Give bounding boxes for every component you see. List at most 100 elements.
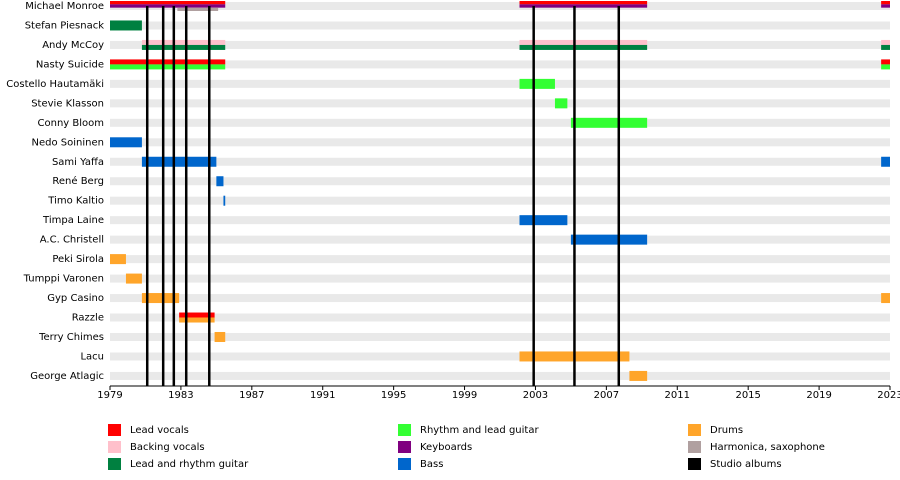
- tenure-bar: [570, 117, 648, 128]
- member-label: Terry Chimes: [38, 332, 104, 343]
- row-band: [110, 352, 890, 361]
- member-label: Gyp Casino: [47, 293, 104, 304]
- tenure-bar: [519, 78, 555, 89]
- x-tick-label: 1999: [452, 390, 477, 401]
- member-label: Nedo Soininen: [32, 137, 104, 148]
- tenure-bar: [110, 59, 226, 65]
- legend-label: Studio albums: [710, 459, 782, 470]
- tenure-bar: [125, 273, 142, 284]
- row-band: [110, 177, 890, 186]
- tenure-bar: [214, 331, 226, 342]
- tenure-bar: [216, 176, 224, 187]
- legend-swatch: [108, 441, 121, 453]
- row-band: [110, 235, 890, 244]
- member-label: Timo Kaltio: [47, 196, 104, 207]
- legend-label: Lead and rhythm guitar: [130, 459, 249, 470]
- legend-swatch: [688, 441, 701, 453]
- tenure-bar: [881, 39, 890, 45]
- tenure-bar: [110, 1, 226, 5]
- legend-label: Harmonica, saxophone: [710, 442, 825, 453]
- row-band: [110, 138, 890, 147]
- x-tick-label: 2011: [665, 390, 690, 401]
- x-tick-label: 2023: [877, 390, 900, 401]
- legend-swatch: [398, 458, 411, 470]
- legend-label: Backing vocals: [130, 442, 205, 453]
- member-label: Conny Bloom: [38, 118, 105, 129]
- tenure-bar: [110, 254, 126, 265]
- tenure-bar: [141, 39, 226, 45]
- row-band: [110, 21, 890, 30]
- row-band: [110, 274, 890, 283]
- legend-label: Drums: [710, 425, 743, 436]
- member-label: George Atlagic: [30, 371, 104, 382]
- tenure-bar: [881, 59, 890, 65]
- member-label: Michael Monroe: [25, 1, 104, 12]
- row-band: [110, 332, 890, 341]
- tenure-bar: [519, 215, 568, 226]
- member-label: Lacu: [80, 351, 104, 362]
- member-label: René Berg: [52, 175, 104, 187]
- tenure-bar: [881, 156, 890, 167]
- tenure-bar: [110, 137, 142, 148]
- row-band: [110, 313, 890, 322]
- legend-swatch: [108, 458, 121, 470]
- tenure-bar: [881, 44, 890, 50]
- member-label: Costello Hautamäki: [6, 79, 104, 90]
- x-tick-label: 2015: [735, 390, 760, 401]
- legend-swatch: [688, 424, 701, 436]
- tenure-bar: [881, 1, 890, 5]
- tenure-bar: [223, 195, 226, 206]
- x-tick-label: 2019: [806, 390, 831, 401]
- tenure-bar: [519, 44, 648, 50]
- member-label: Andy McCoy: [42, 40, 104, 51]
- tenure-bar: [881, 4, 890, 8]
- tenure-bar: [179, 312, 215, 318]
- legend-swatch: [688, 458, 701, 470]
- member-label: Tumppi Varonen: [23, 274, 104, 285]
- x-tick-label: 2007: [594, 390, 619, 401]
- tenure-bar: [519, 39, 648, 45]
- x-tick-label: 2003: [523, 390, 548, 401]
- member-label: Stefan Piesnack: [25, 20, 105, 31]
- x-tick-label: 1995: [381, 390, 406, 401]
- member-label: Sami Yaffa: [52, 157, 104, 168]
- row-band: [110, 40, 890, 49]
- legend-swatch: [398, 441, 411, 453]
- row-band: [110, 196, 890, 205]
- member-label: Peki Sirola: [52, 254, 104, 265]
- member-label: Razzle: [72, 313, 104, 324]
- tenure-bar: [629, 370, 648, 381]
- tenure-bar: [179, 317, 215, 323]
- tenure-bar: [110, 4, 226, 8]
- legend-swatch: [398, 424, 411, 436]
- x-tick-label: 1983: [168, 390, 193, 401]
- legend-swatch: [108, 424, 121, 436]
- tenure-bar: [177, 7, 219, 11]
- tenure-bar: [141, 293, 180, 304]
- row-band: [110, 118, 890, 127]
- legend-label: Keyboards: [420, 442, 472, 453]
- row-band: [110, 79, 890, 88]
- tenure-bar: [110, 64, 226, 70]
- x-tick-label: 1979: [97, 390, 122, 401]
- tenure-bar: [881, 293, 890, 304]
- member-label: Nasty Suicide: [36, 59, 104, 70]
- x-tick-label: 1991: [310, 390, 335, 401]
- tenure-bar: [554, 98, 568, 109]
- tenure-bar: [881, 64, 890, 70]
- legend-label: Lead vocals: [130, 425, 189, 436]
- row-band: [110, 255, 890, 264]
- row-band: [110, 371, 890, 380]
- tenure-bar: [570, 234, 648, 245]
- row-band: [110, 99, 890, 108]
- tenure-bar: [519, 4, 648, 8]
- legend-label: Bass: [420, 459, 443, 470]
- row-band: [110, 157, 890, 166]
- tenure-bar: [141, 44, 226, 50]
- row-band: [110, 2, 890, 10]
- tenure-bar: [519, 1, 648, 5]
- row-band: [110, 216, 890, 225]
- row-band: [110, 60, 890, 69]
- member-label: Stevie Klasson: [31, 98, 104, 109]
